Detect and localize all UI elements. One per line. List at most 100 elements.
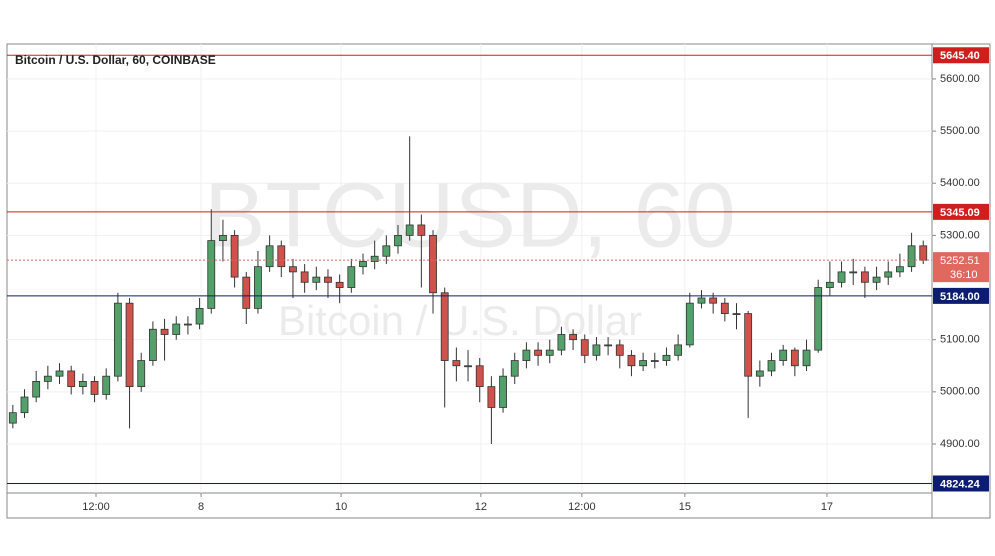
x-tick-label: 10 (335, 501, 347, 513)
candle-body (802, 349, 811, 367)
candle-body (405, 224, 414, 236)
candle-body (219, 234, 227, 242)
candle-body (8, 412, 17, 424)
candle-body (452, 360, 461, 367)
candle-body (499, 375, 507, 408)
candle-body (265, 245, 274, 268)
level-label: 5645.40 (940, 50, 980, 62)
candle-body (195, 307, 204, 325)
candle-body (67, 370, 76, 388)
candle-body (615, 344, 624, 356)
candle-body (767, 360, 776, 372)
candle-body (487, 386, 496, 408)
candle-body (662, 354, 671, 361)
watermark-name: Bitcoin / U.S. Dollar (278, 297, 642, 344)
candle-body (779, 349, 788, 361)
candle-body (545, 349, 554, 356)
candle-body (592, 344, 601, 356)
candle-body (359, 261, 367, 268)
candle-body (324, 276, 332, 283)
candle-body (510, 360, 519, 377)
y-tick-label: 4900.00 (940, 438, 980, 450)
candle-body (440, 292, 449, 361)
candle-body (732, 313, 741, 316)
candle-body (884, 271, 893, 278)
candle-body (277, 245, 286, 268)
candle-body (335, 281, 344, 288)
candle-body (896, 266, 904, 273)
chart-title: Bitcoin / U.S. Dollar, 60, COINBASE (15, 53, 216, 67)
chart-frame (6, 43, 991, 519)
candle-body (382, 245, 391, 257)
candle-body (90, 381, 99, 395)
candle-body (627, 354, 636, 367)
candle-body (872, 276, 881, 283)
candle-body (849, 271, 858, 274)
watermark-symbol: BTCUSD, 60 (204, 164, 736, 266)
candle-body (475, 365, 484, 388)
y-tick-label: 5400.00 (940, 177, 980, 189)
y-tick-label: 5000.00 (940, 386, 980, 398)
candle-body (709, 297, 718, 304)
candle-body (825, 281, 834, 288)
candle-body (534, 349, 542, 356)
candle-body (755, 370, 764, 377)
candle-body (148, 328, 157, 361)
candle-body (860, 271, 869, 283)
y-tick-label: 5300.00 (940, 229, 980, 241)
candle-body (464, 365, 472, 368)
candle-body (557, 334, 566, 351)
candle-body (720, 302, 729, 315)
candle-body (639, 360, 648, 367)
x-tick-label: 12:00 (568, 501, 596, 513)
x-tick-label: 8 (198, 501, 204, 513)
candle-body (254, 266, 262, 309)
level-label: 5184.00 (940, 291, 980, 303)
candle-body (697, 297, 706, 304)
level-label-box (933, 475, 989, 492)
candle-body (417, 224, 426, 236)
candle-body (102, 375, 111, 395)
candle-body (907, 245, 916, 268)
level-label-box (933, 203, 989, 220)
level-label: 4824.24 (940, 478, 981, 490)
candle-body (429, 234, 437, 294)
candle-body (604, 344, 613, 347)
countdown-label: 36:10 (950, 269, 978, 281)
y-tick-label: 5100.00 (940, 334, 980, 346)
candle-body (113, 302, 122, 377)
candle-body (43, 375, 52, 382)
candle-body (650, 360, 659, 362)
candle-body (289, 266, 297, 273)
candle-body (300, 271, 309, 283)
candle-body (370, 255, 379, 262)
candle-body (184, 323, 192, 326)
candle-body (207, 240, 216, 309)
candle-body (125, 302, 134, 388)
candle-body (230, 234, 239, 278)
x-tick-label: 15 (679, 501, 691, 513)
x-tick-label: 12 (475, 501, 487, 513)
candle-body (20, 396, 29, 414)
candle-body (790, 349, 799, 367)
candle-body (242, 276, 251, 309)
y-tick-label: 5500.00 (940, 125, 980, 137)
candle-body (394, 234, 402, 247)
candle-body (569, 334, 577, 341)
level-label-box (933, 47, 989, 64)
candle-body (674, 344, 683, 356)
candle-body (837, 271, 846, 283)
candle-body (32, 381, 41, 398)
x-tick-label: 12:00 (82, 501, 110, 513)
candle-body (522, 349, 531, 361)
candle-body (312, 276, 321, 283)
candle-body (172, 323, 181, 335)
candle-body (137, 360, 146, 388)
candle-body (814, 287, 823, 351)
candle-body (744, 313, 753, 377)
level-label: 5345.09 (940, 207, 980, 219)
last-price-box (933, 252, 989, 283)
x-tick-label: 17 (821, 501, 833, 513)
last-price-label: 5252.51 (940, 255, 980, 267)
candle-body (685, 302, 694, 346)
